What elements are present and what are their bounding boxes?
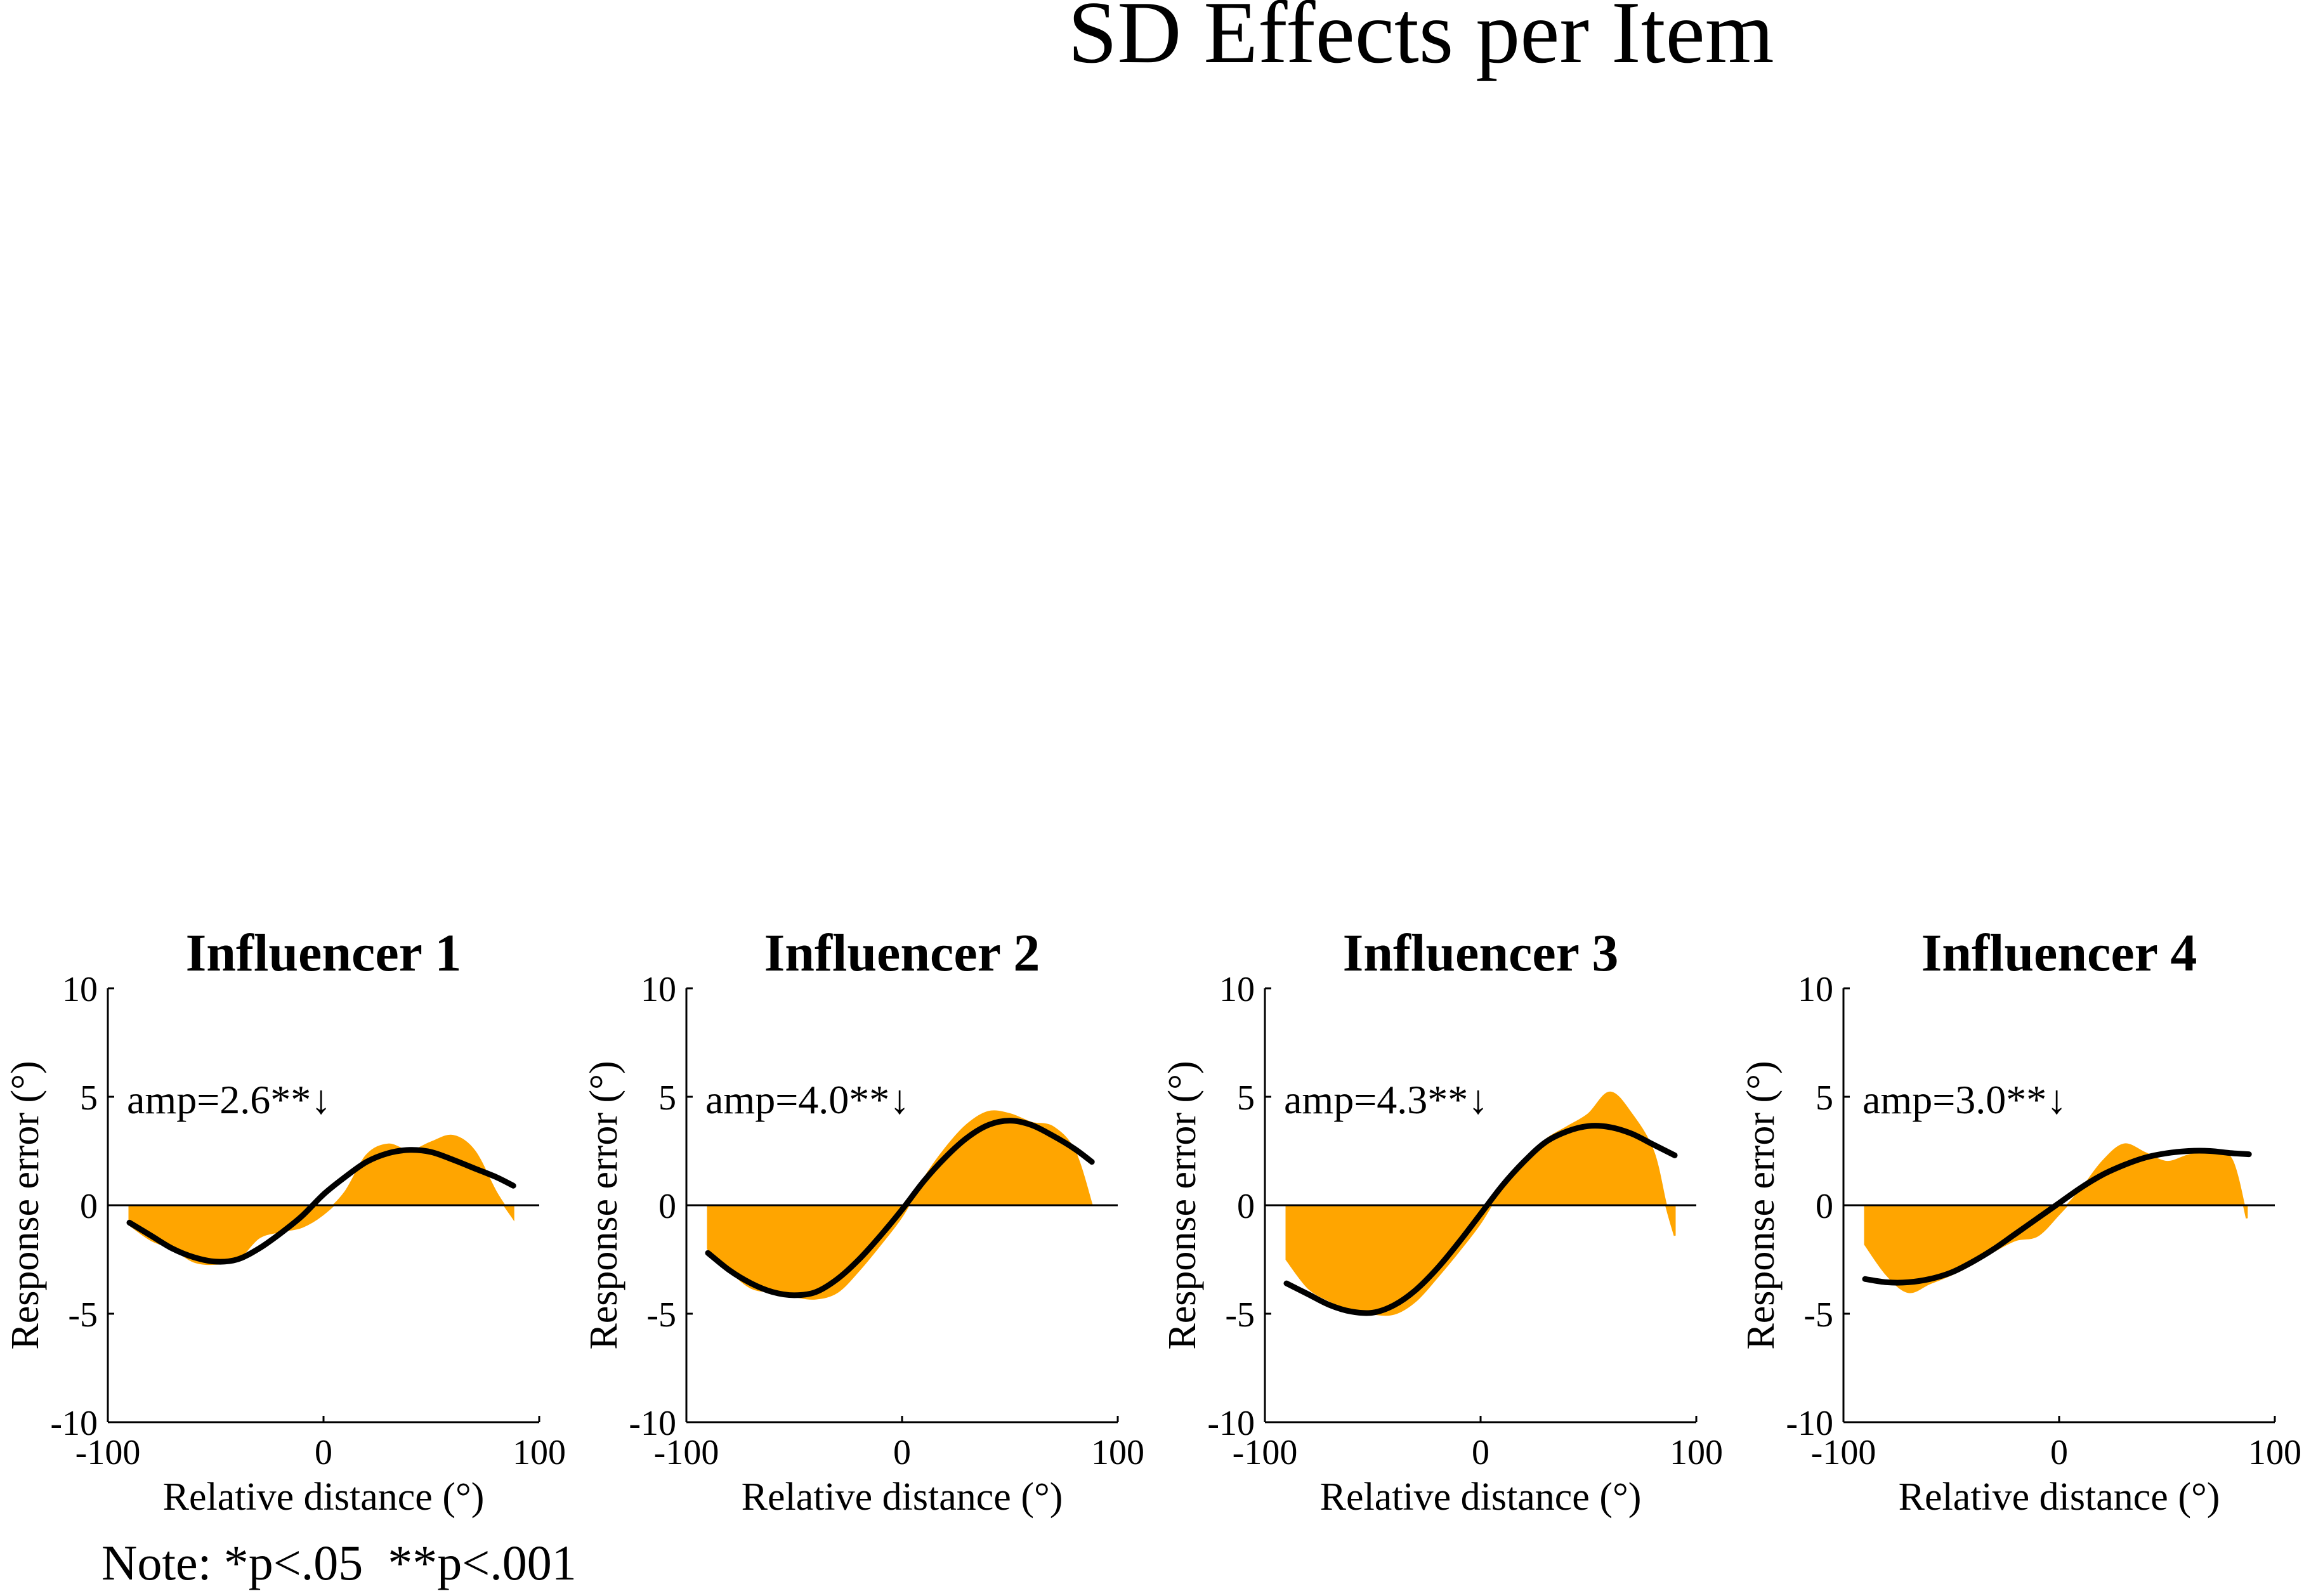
y-tick-label: 10 — [641, 970, 676, 1009]
panel-title: Influencer 2 — [764, 924, 1040, 983]
significance-note: Note: *p<.05 **p<.001 — [101, 1535, 577, 1590]
fit-curve — [1862, 1148, 2252, 1286]
y-axis-label: Response error (°) — [1161, 1061, 1204, 1349]
chart-panel-2: Influencer 2 10 5 0 -5 -10-100 0 100 Relative di… — [582, 924, 1144, 1519]
x-tick-label: -100 — [1811, 1433, 1876, 1472]
y-tick-label: 0 — [658, 1187, 676, 1226]
y-tick-label: 5 — [1816, 1078, 1833, 1118]
fit-curve — [1283, 1123, 1678, 1316]
x-tick-label: 0 — [315, 1433, 332, 1472]
data-area — [1864, 1143, 2248, 1293]
x-tick-label: 0 — [2050, 1433, 2068, 1472]
y-axis-label: Response error (°) — [1739, 1061, 1783, 1349]
y-tick-label: 0 — [1237, 1187, 1255, 1226]
x-axis-label: Relative distance (°) — [1899, 1475, 2220, 1519]
y-axis-label: Response error (°) — [582, 1061, 625, 1349]
fit-curve — [126, 1147, 516, 1265]
x-tick-label: -100 — [75, 1433, 141, 1472]
y-tick-label: -10 — [50, 1404, 98, 1443]
y-tick-label: -10 — [629, 1404, 676, 1443]
figure-title: SD Effects per Item — [1068, 0, 1774, 82]
x-axis-label: Relative distance (°) — [742, 1475, 1063, 1519]
y-tick-label: -10 — [1786, 1404, 1833, 1443]
amplitude-annotation: amp=3.0**↓ — [1862, 1077, 2067, 1122]
x-tick-label: 100 — [513, 1433, 566, 1472]
y-axis-label: Response error (°) — [4, 1061, 47, 1349]
panel-title: Influencer 1 — [186, 924, 462, 983]
y-tick-label: 10 — [62, 970, 98, 1009]
y-tick-label: -10 — [1207, 1404, 1255, 1443]
x-tick-label: 0 — [893, 1433, 911, 1472]
y-tick-label: 10 — [1798, 970, 1833, 1009]
chart-panel-1: Influencer 1 10 5 0 -5 -10-100 0 100 Relative di… — [4, 924, 566, 1519]
amplitude-annotation: amp=4.3**↓ — [1284, 1077, 1488, 1122]
x-axis-label: Relative distance (°) — [163, 1475, 485, 1519]
y-tick-label: -5 — [1225, 1295, 1255, 1335]
x-tick-label: 100 — [1670, 1433, 1723, 1472]
x-axis-label: Relative distance (°) — [1320, 1475, 1642, 1519]
y-tick-label: 10 — [1219, 970, 1255, 1009]
y-tick-label: -5 — [1803, 1295, 1833, 1335]
y-tick-label: -5 — [68, 1295, 98, 1335]
y-tick-label: 5 — [80, 1078, 98, 1118]
y-tick-label: 5 — [1237, 1078, 1255, 1118]
y-tick-label: 0 — [1816, 1187, 1833, 1226]
fit-curve — [705, 1118, 1095, 1298]
x-tick-label: -100 — [654, 1433, 719, 1472]
y-tick-label: -5 — [646, 1295, 676, 1335]
chart-panel-4: Influencer 4 10 5 0 -5 -10-100 0 100 Relative di… — [1739, 924, 2301, 1519]
panel-title: Influencer 3 — [1343, 924, 1619, 983]
chart-panel-3: Influencer 3 10 5 0 -5 -10-100 0 100 Relative di… — [1161, 924, 1723, 1519]
amplitude-annotation: amp=4.0**↓ — [705, 1077, 910, 1122]
x-tick-label: 0 — [1472, 1433, 1489, 1472]
x-tick-label: 100 — [1091, 1433, 1144, 1472]
panel-title: Influencer 4 — [1921, 924, 2197, 983]
data-area — [128, 1134, 514, 1266]
y-tick-label: 5 — [658, 1078, 676, 1118]
x-tick-label: 100 — [2248, 1433, 2301, 1472]
y-tick-label: 0 — [80, 1187, 98, 1226]
amplitude-annotation: amp=2.6**↓ — [127, 1077, 331, 1122]
x-tick-label: -100 — [1233, 1433, 1298, 1472]
